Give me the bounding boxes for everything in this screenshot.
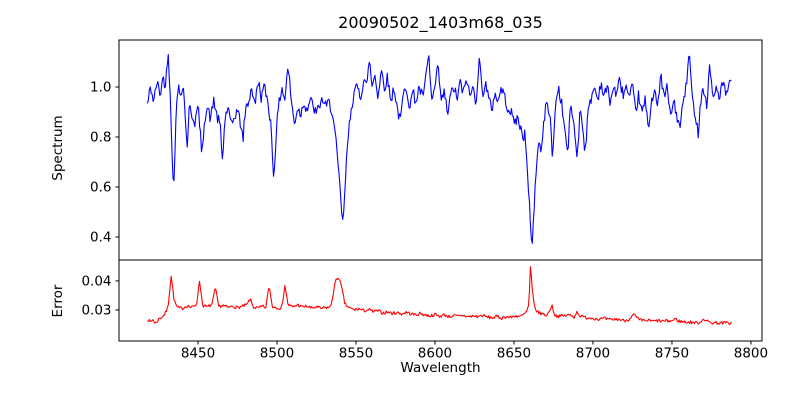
x-tick-label: 8450	[181, 346, 215, 362]
axes-frame-spectrum	[118, 39, 763, 261]
y-tick-label-spectrum: 1.0	[90, 80, 111, 96]
x-tick-label: 8700	[576, 346, 610, 362]
x-tick-label: 8550	[339, 346, 373, 362]
chart-title: 20090502_1403m68_035	[338, 13, 543, 32]
x-axis-label: Wavelength	[400, 360, 481, 376]
y-axis-label-spectrum: Spectrum	[50, 115, 66, 181]
x-tick-label: 8500	[260, 346, 294, 362]
x-tick-label: 8600	[418, 346, 452, 362]
error-line	[147, 266, 732, 326]
y-tick-label-error: 0.04	[81, 273, 111, 289]
x-tick-label: 8750	[655, 346, 689, 362]
y-axis-label-error: Error	[50, 284, 66, 318]
y-tick-label-spectrum: 0.8	[90, 130, 111, 146]
y-tick-label-error: 0.03	[81, 302, 111, 318]
axes-frame-error	[118, 259, 763, 342]
x-tick-label: 8650	[497, 346, 531, 362]
y-tick-label-spectrum: 0.4	[90, 230, 111, 246]
x-tick-label: 8800	[734, 346, 768, 362]
spectrum-line	[146, 53, 732, 244]
y-tick-label-spectrum: 0.6	[90, 180, 111, 196]
